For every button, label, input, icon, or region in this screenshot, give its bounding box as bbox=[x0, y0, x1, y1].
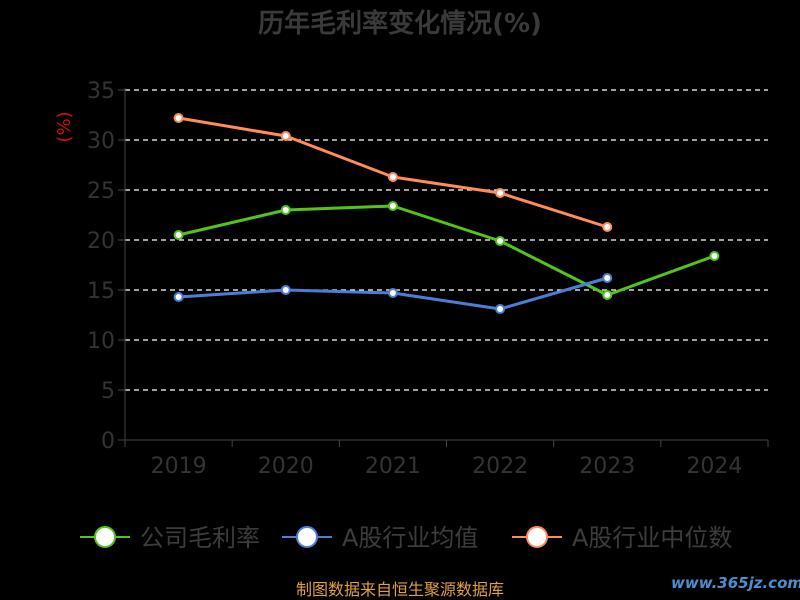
x-tick-label: 2022 bbox=[472, 454, 528, 479]
x-tick-label: 2024 bbox=[686, 454, 742, 479]
y-axis-label: (%) bbox=[54, 111, 75, 142]
y-tick-label: 15 bbox=[87, 279, 115, 304]
y-tick-label: 10 bbox=[87, 329, 115, 354]
data-point bbox=[280, 205, 291, 215]
source-note: 制图数据来自恒生聚源数据库 bbox=[296, 580, 504, 599]
x-tick-label: 2020 bbox=[258, 454, 314, 479]
x-tick-label: 2021 bbox=[365, 454, 421, 479]
legend-marker bbox=[296, 526, 318, 548]
data-point bbox=[280, 131, 291, 141]
series-lines bbox=[173, 113, 720, 314]
y-tick-label: 35 bbox=[87, 79, 115, 104]
data-point bbox=[173, 230, 184, 240]
grid bbox=[118, 89, 768, 441]
legend-marker bbox=[526, 526, 548, 548]
data-point bbox=[709, 251, 720, 261]
series-line-1 bbox=[178, 204, 715, 297]
x-tick-label: 2023 bbox=[579, 454, 635, 479]
data-point bbox=[387, 172, 398, 182]
legend-marker bbox=[94, 526, 116, 548]
legend[interactable]: 公司毛利率 A股行业均值 A股行业中位数 bbox=[80, 524, 732, 552]
legend-label: 公司毛利率 bbox=[140, 524, 260, 552]
y-tick-label: 0 bbox=[101, 429, 115, 454]
data-point bbox=[602, 290, 613, 300]
y-tick-label: 25 bbox=[87, 179, 115, 204]
data-point bbox=[280, 285, 291, 295]
data-point bbox=[602, 273, 613, 283]
x-tick-label: 2019 bbox=[151, 454, 207, 479]
data-point bbox=[495, 188, 506, 198]
data-point bbox=[173, 292, 184, 302]
data-point bbox=[387, 201, 398, 211]
legend-label: A股行业均值 bbox=[342, 524, 478, 552]
data-point bbox=[495, 236, 506, 246]
data-point bbox=[387, 288, 398, 298]
data-point bbox=[602, 222, 613, 232]
y-tick-label: 5 bbox=[101, 379, 115, 404]
data-point bbox=[495, 304, 506, 314]
y-tick-label: 20 bbox=[87, 229, 115, 254]
watermark: www.365jz.com bbox=[671, 574, 800, 592]
x-tick-labels: 2019 2020 2021 2022 2023 2024 bbox=[151, 454, 743, 479]
y-tick-label: 30 bbox=[87, 129, 115, 154]
y-tick-labels: 0 5 10 15 20 25 30 35 bbox=[87, 79, 115, 454]
chart-title: 历年毛利率变化情况(%) bbox=[258, 8, 542, 39]
legend-label: A股行业中位数 bbox=[572, 524, 732, 552]
axes bbox=[124, 88, 769, 447]
data-point bbox=[173, 113, 184, 123]
